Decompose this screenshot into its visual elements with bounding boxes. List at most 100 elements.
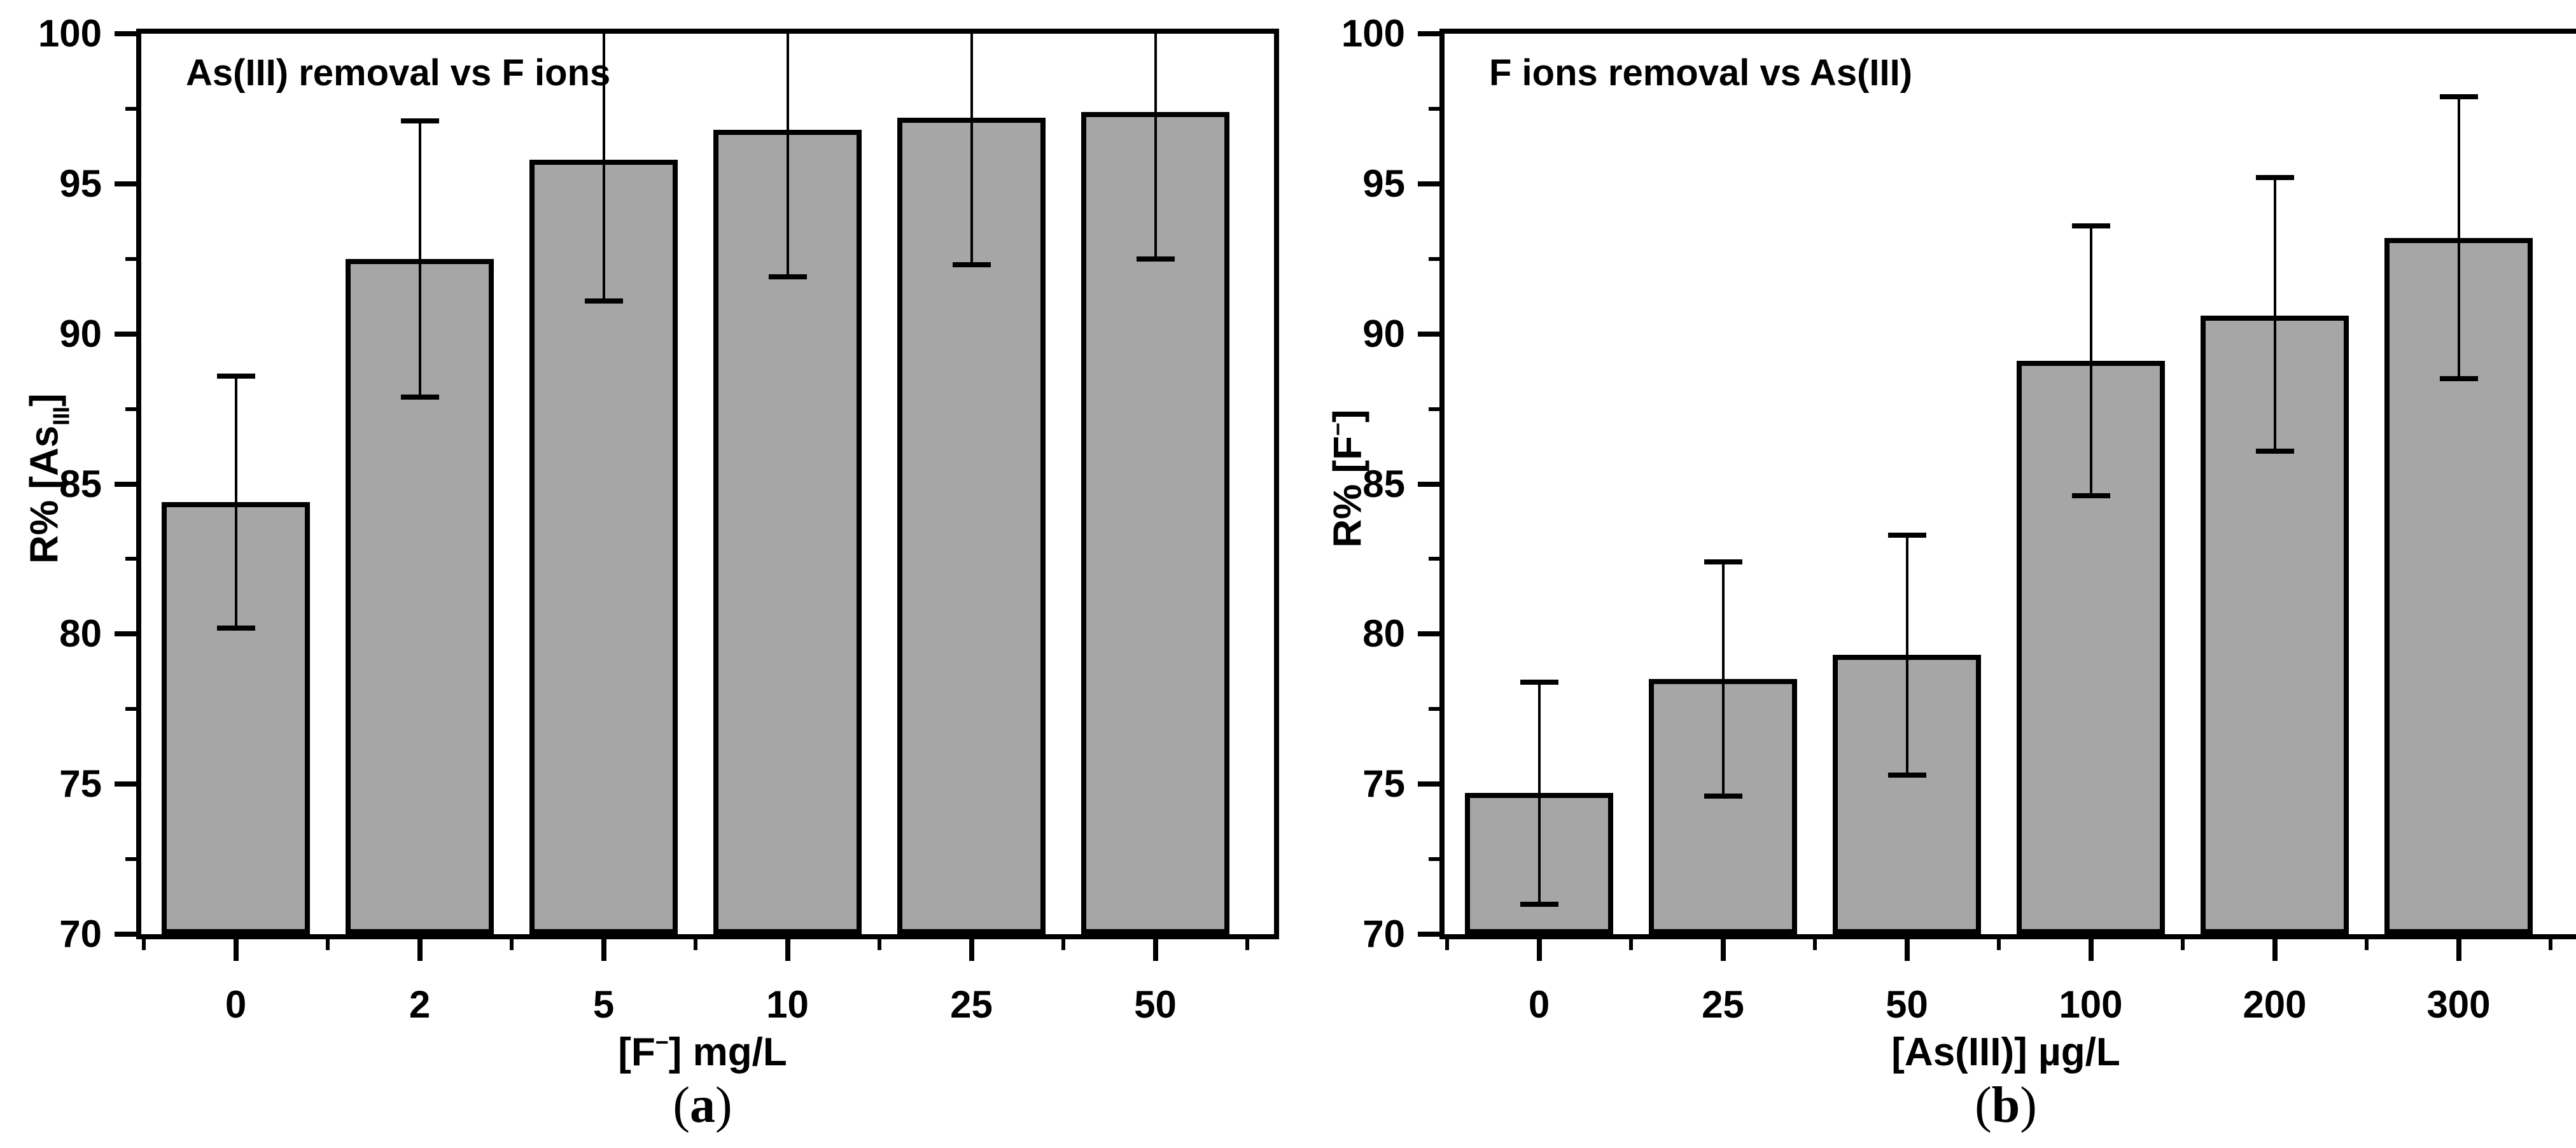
y-axis-minor-tick [1429, 707, 1439, 711]
x-axis-minor-tick [326, 939, 330, 950]
error-bar-cap-low [216, 625, 255, 631]
error-bar-cap-low [400, 394, 439, 400]
y-axis-major-tick [1418, 481, 1439, 487]
y-axis-tick-label: 95 [1362, 162, 1405, 205]
y-axis-major-tick [1418, 181, 1439, 186]
x-axis-tick-label: 2 [409, 983, 431, 1026]
y-axis-major-tick [115, 331, 136, 337]
x-axis-tick-label: 100 [2059, 983, 2123, 1026]
panel-b: F ions removal vs As(III) 70 75 80 85 90 95 10… [1288, 0, 2576, 1148]
error-bar-line [2089, 225, 2092, 496]
superscript-minus: − [655, 1029, 669, 1056]
y-axis-tick-label: 80 [59, 612, 102, 655]
y-axis-major-tick [1418, 932, 1439, 937]
x-axis-tick-label: 50 [1134, 983, 1177, 1026]
y-axis-tick-label: 100 [38, 12, 102, 55]
x-axis-tick-label: 25 [1702, 983, 1744, 1026]
x-axis-minor-tick [2549, 939, 2552, 950]
error-bar-cap-low [2255, 448, 2294, 454]
y-axis-minor-tick [1429, 407, 1439, 411]
y-axis-tick-label: 85 [1362, 462, 1405, 505]
x-axis-minor-tick [142, 939, 146, 950]
error-bar-cap-low [1136, 256, 1175, 262]
y-axis-major-tick [1418, 631, 1439, 637]
y-axis-minor-tick [125, 256, 136, 261]
x-axis-title-a: [F−] mg/L [618, 1029, 787, 1074]
y-axis-major-tick [115, 481, 136, 487]
error-bar-line [418, 120, 421, 397]
x-axis-major-tick [1536, 939, 1542, 961]
x-axis-major-tick [417, 939, 423, 961]
error-bar-line [234, 375, 237, 628]
y-axis-minor-tick [1429, 256, 1439, 261]
y-axis-minor-tick [125, 857, 136, 862]
y-axis-major-tick [115, 31, 136, 36]
plot-title-a: As(III) removal vs F ions [186, 52, 611, 94]
panel-a: As(III) removal vs F ions 70 75 80 85 90 95 10… [22, 12, 1279, 1133]
y-axis-title-a: R% [AsIII] [22, 393, 74, 564]
y-axis-minor-tick [1429, 857, 1439, 862]
x-axis-tick-label: 200 [2243, 983, 2307, 1026]
x-axis-minor-tick [1061, 939, 1065, 950]
panel-caption-a: (a) [673, 1077, 732, 1133]
y-axis-tick-label: 80 [1362, 612, 1405, 655]
x-axis-title-b: [As(III)] µg/L [1891, 1030, 2120, 1074]
x-axis-major-tick [2088, 939, 2094, 961]
error-bar-line [786, 34, 789, 277]
error-bar-line [2457, 97, 2460, 379]
x-axis-tick-label: 300 [2426, 983, 2491, 1026]
plot-area-a: As(III) removal vs F ions 70 75 80 85 90 95 10… [38, 12, 1279, 1026]
error-bar-cap-high [216, 373, 255, 379]
y-axis-tick-label: 95 [59, 162, 102, 205]
error-bar-cap-high [2255, 175, 2294, 181]
x-axis-minor-tick [1245, 939, 1249, 950]
panel-caption-b: (b) [1975, 1077, 2037, 1133]
y-axis-tick-label: 70 [1362, 913, 1405, 955]
error-bar-cap-high [400, 118, 439, 123]
bar [1081, 111, 1229, 934]
x-axis-major-tick [1152, 939, 1158, 961]
x-axis-tick-label: 25 [950, 983, 993, 1026]
y-axis-minor-tick [125, 557, 136, 561]
x-axis-major-tick [969, 939, 974, 961]
error-bar-cap-low [2071, 493, 2110, 499]
y-axis-minor-tick [125, 106, 136, 111]
x-axis-major-tick [2456, 939, 2461, 961]
x-axis-minor-tick [1813, 939, 1817, 950]
x-axis-tick-label: 50 [1886, 983, 1928, 1026]
x-axis-minor-tick [1629, 939, 1633, 950]
x-axis-minor-tick [2365, 939, 2369, 950]
error-bar-cap-low [584, 298, 623, 304]
y-axis-tick-label: 70 [59, 913, 102, 955]
y-axis-tick-label: 90 [1362, 312, 1405, 355]
x-axis-tick-label: 5 [592, 983, 615, 1026]
y-axis-major-tick [115, 781, 136, 787]
error-bar-line [1154, 34, 1157, 259]
x-axis-minor-tick [1445, 939, 1449, 950]
y-axis-major-tick [115, 932, 136, 937]
y-axis-tick-label: 85 [59, 462, 102, 505]
y-axis-title-b: R% [F−] [1324, 409, 1370, 548]
x-axis-major-tick [2272, 939, 2278, 961]
y-axis-minor-tick [125, 407, 136, 411]
x-axis-minor-tick [510, 939, 514, 950]
plot-title-b: F ions removal vs As(III) [1489, 52, 1913, 94]
x-axis-minor-tick [694, 939, 697, 950]
plot-area-b: F ions removal vs As(III) 70 75 80 85 90 95 10… [1341, 12, 2576, 1026]
error-bar-cap-low [952, 262, 991, 268]
y-axis-tick-label: 75 [1362, 762, 1405, 806]
y-axis-tick-label: 90 [59, 312, 102, 355]
superscript-minus: − [1324, 423, 1351, 436]
x-axis-tick-label: 0 [225, 983, 247, 1026]
error-bar-line [1905, 535, 1908, 775]
error-bar-cap-high [1887, 532, 1926, 538]
error-bar-cap-high [2071, 223, 2110, 228]
x-axis-major-tick [1904, 939, 1910, 961]
error-bar-cap-high [1520, 679, 1558, 685]
error-bar-cap-low [1520, 901, 1558, 907]
x-axis-minor-tick [2181, 939, 2185, 950]
x-axis-tick-label: 10 [766, 983, 809, 1026]
y-axis-major-tick [1418, 331, 1439, 337]
x-axis-major-tick [785, 939, 790, 961]
